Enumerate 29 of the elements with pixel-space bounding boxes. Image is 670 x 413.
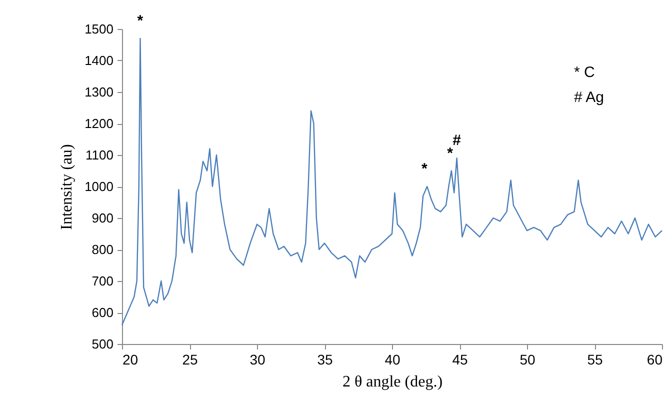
x-tick-label: 20: [122, 352, 138, 368]
annotation: *: [421, 160, 428, 178]
y-tick-label: 900: [92, 210, 114, 226]
x-tick-label: 40: [384, 352, 400, 368]
y-tick-label: 1100: [86, 148, 114, 162]
x-tick-label: 35: [317, 352, 333, 368]
y-tick-label: 800: [92, 242, 114, 257]
y-tick-label: 600: [92, 305, 114, 320]
x-tick-label: 45: [452, 352, 468, 368]
y-axis-title: Intensity (au): [58, 144, 76, 230]
x-tick-label: 25: [182, 352, 198, 368]
y-tick-label: 700: [92, 274, 114, 288]
annotation: # Ag: [574, 89, 604, 106]
y-tick-label: 500: [92, 336, 114, 352]
annotation: *: [447, 144, 454, 162]
y-tick-label: 1400: [84, 53, 114, 68]
annotation: #: [452, 132, 462, 150]
x-tick-label: 60: [646, 352, 663, 368]
y-tick-label: 1200: [84, 116, 114, 131]
x-tick-label: 30: [250, 352, 266, 368]
annotation: * C: [574, 64, 596, 81]
y-tick-label: 1300: [84, 84, 114, 100]
line-series: [121, 38, 663, 326]
x-axis-title: 2 θ angle (deg.): [342, 374, 443, 390]
x-tick-label: 50: [520, 352, 536, 368]
y-tick-label: 1000: [84, 179, 114, 194]
y-tick-label: 1500: [84, 22, 114, 36]
annotation: *: [137, 12, 144, 30]
x-tick-label: 55: [587, 352, 603, 368]
